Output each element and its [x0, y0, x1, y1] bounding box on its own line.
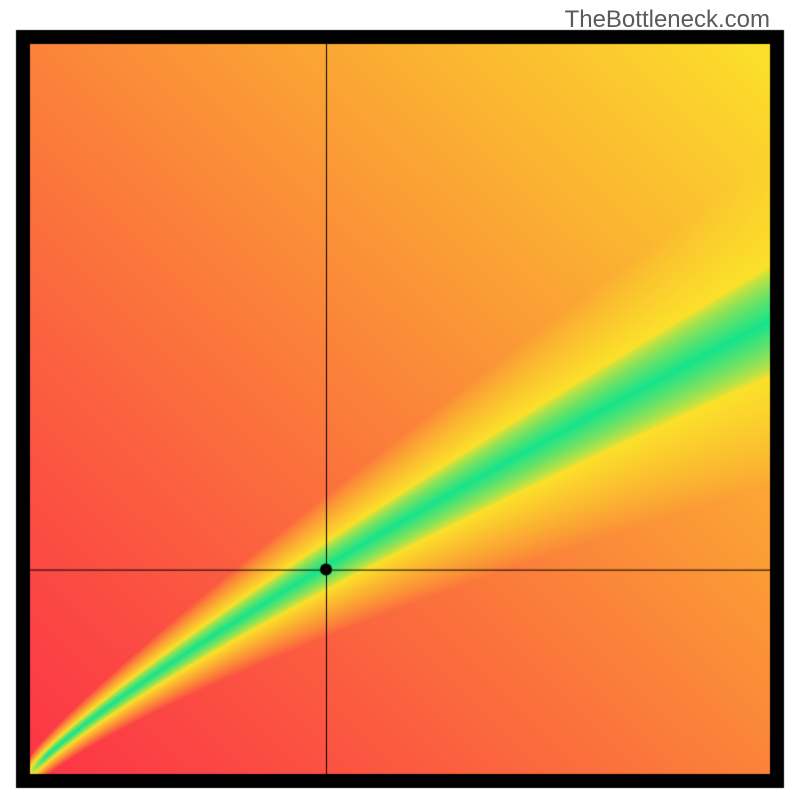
bottleneck-heatmap	[0, 0, 800, 800]
chart-container: { "watermark": { "text": "TheBottleneck.…	[0, 0, 800, 800]
watermark-text: TheBottleneck.com	[565, 6, 770, 34]
